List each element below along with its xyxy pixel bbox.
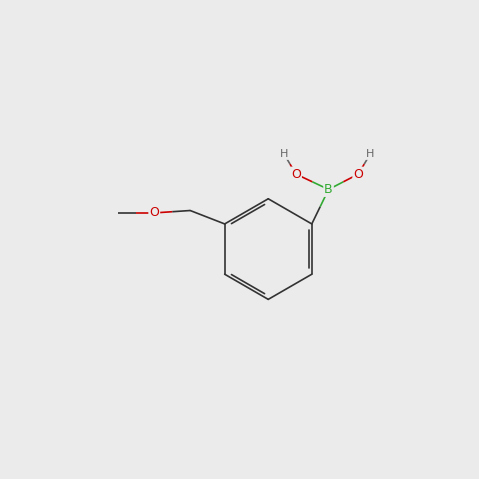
- Text: O: O: [354, 168, 363, 181]
- Text: H: H: [366, 149, 375, 159]
- Text: H: H: [280, 149, 288, 159]
- Text: B: B: [324, 183, 333, 196]
- Text: O: O: [291, 168, 301, 181]
- Text: O: O: [149, 206, 159, 219]
